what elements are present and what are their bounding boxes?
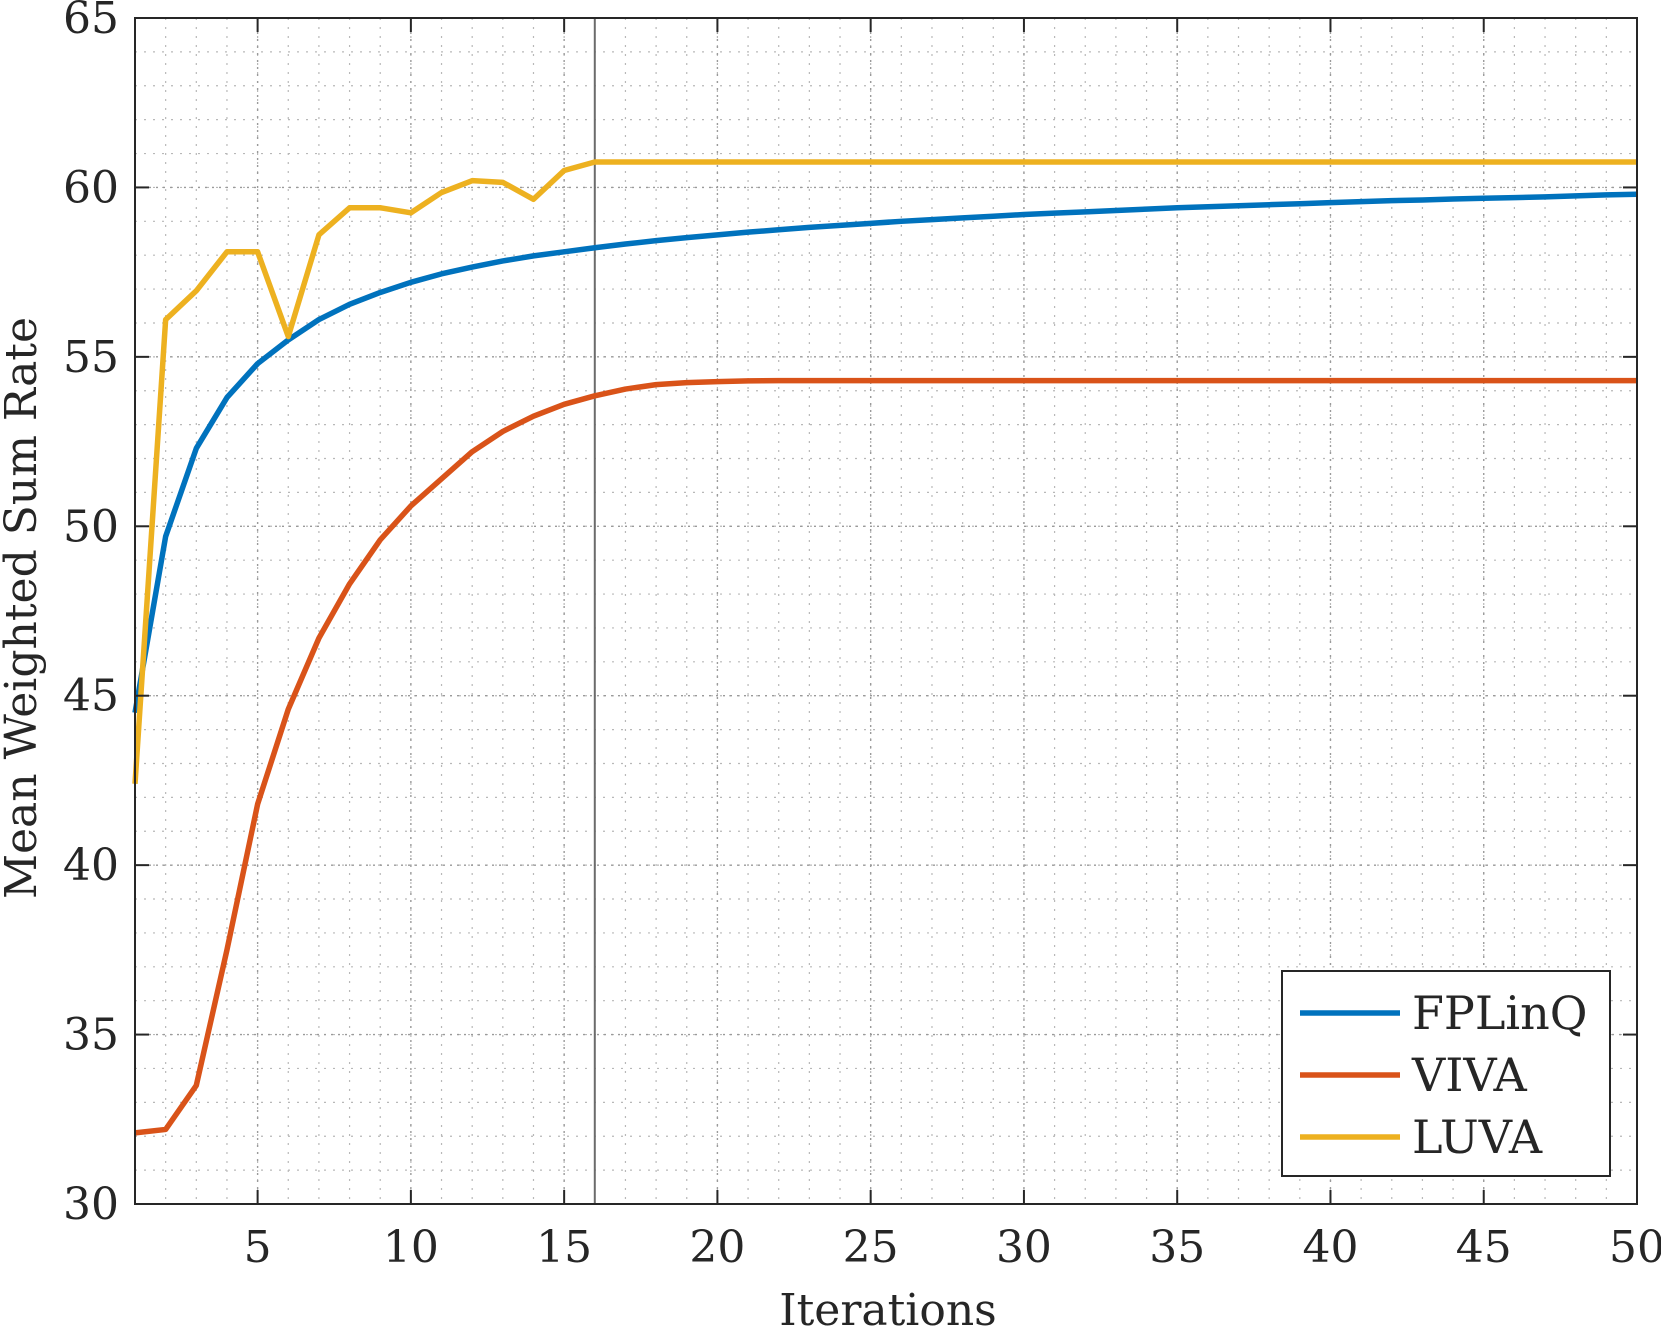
legend: FPLinQ VIVA LUVA <box>1281 970 1611 1177</box>
y-tick-label: 55 <box>63 332 119 383</box>
series-line-viva <box>134 377 1637 1136</box>
series-line-fplinq <box>132 191 1638 714</box>
legend-label-luva: LUVA <box>1412 1110 1543 1164</box>
x-tick-label: 50 <box>1609 1222 1661 1273</box>
x-tick-label: 45 <box>1456 1222 1512 1273</box>
x-tick-label: 30 <box>996 1222 1052 1273</box>
x-tick-label: 10 <box>383 1222 439 1273</box>
y-tick-label: 45 <box>63 671 119 722</box>
y-axis-title: Mean Weighted Sum Rate <box>0 317 47 899</box>
y-tick-label: 60 <box>63 162 119 213</box>
y-tick-label: 40 <box>63 840 119 891</box>
x-tick-label: 20 <box>689 1222 745 1273</box>
x-tick-label: 40 <box>1302 1222 1358 1273</box>
ticks <box>135 17 1638 1205</box>
axes-box <box>134 17 1638 1205</box>
y-tick-label: 50 <box>63 501 119 552</box>
x-tick-label: 15 <box>536 1222 592 1273</box>
plot-frame <box>134 17 1638 1205</box>
x-tick-label: 5 <box>244 1222 272 1273</box>
tick-labels: 5 10 15 20 25 30 35 40 45 50 30 35 40 45 50 55 60 65 <box>63 0 1661 1273</box>
legend-label-viva: VIVA <box>1411 1048 1527 1102</box>
x-tick-label: 25 <box>843 1222 899 1273</box>
series-lines <box>132 159 1638 1136</box>
x-axis-title: Iterations <box>779 1285 997 1326</box>
y-tick-label: 30 <box>63 1179 119 1230</box>
y-tick-label: 65 <box>63 0 119 44</box>
series-line-luva <box>132 159 1637 785</box>
x-tick-label: 35 <box>1149 1222 1205 1273</box>
legend-label-fplinq: FPLinQ <box>1412 986 1587 1040</box>
y-tick-label: 35 <box>63 1010 119 1061</box>
